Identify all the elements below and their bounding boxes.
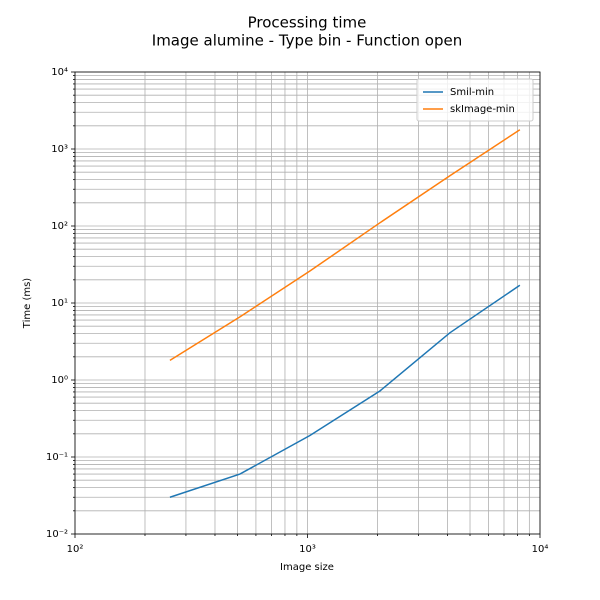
chart-title: Processing time [248, 14, 367, 32]
y-tick-label: 10⁻¹ [46, 452, 68, 463]
plot-area [169, 129, 521, 498]
legend-label: skImage-min [450, 104, 515, 115]
y-tick-label: 10⁰ [51, 375, 68, 386]
legend-box [416, 78, 534, 122]
y-tick-label: 10¹ [51, 298, 68, 309]
x-axis-label: Image size [280, 562, 334, 573]
series-line [169, 284, 521, 498]
y-tick-label: 10² [51, 221, 68, 232]
y-tick-label: 10⁴ [51, 67, 68, 78]
x-tick-label: 10³ [299, 544, 316, 555]
chart-subtitle: Image alumine - Type bin - Function open [152, 32, 462, 50]
y-tick-label: 10⁻² [46, 529, 68, 540]
legend: Smil-min skImage-min [416, 78, 534, 122]
x-tick-label: 10² [67, 544, 84, 555]
legend-label: Smil-min [450, 87, 494, 98]
y-axis-label: Time (ms) [22, 278, 33, 330]
x-tick-label: 10⁴ [532, 544, 549, 555]
axes-frame [74, 71, 541, 535]
series-line [169, 129, 521, 361]
y-tick-label: 10³ [51, 144, 68, 155]
